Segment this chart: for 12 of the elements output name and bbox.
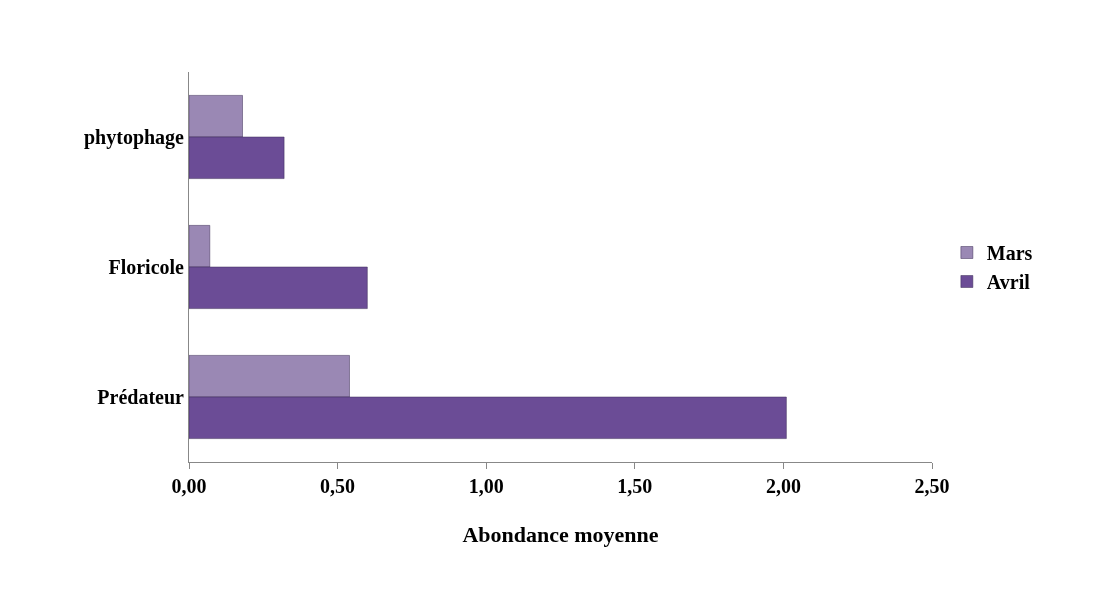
y-tick-label: phytophage (83, 126, 185, 149)
y-tick-label: Prédateur (97, 386, 185, 408)
x-tick-label: 0,50 (320, 475, 356, 497)
x-tick-label: 0,00 (171, 475, 207, 497)
legend-label: Avril (986, 271, 1031, 294)
y-tick-label: Floricole (108, 256, 185, 278)
x-tick-label: 2,50 (914, 475, 950, 497)
x-tick-label: 2,00 (765, 475, 801, 497)
x-tick-label: 1,50 (617, 475, 653, 497)
x-tick-label: 1,00 (468, 475, 504, 497)
x-axis-title: Abondance moyenne (462, 521, 659, 547)
legend-label: Mars (986, 242, 1033, 265)
